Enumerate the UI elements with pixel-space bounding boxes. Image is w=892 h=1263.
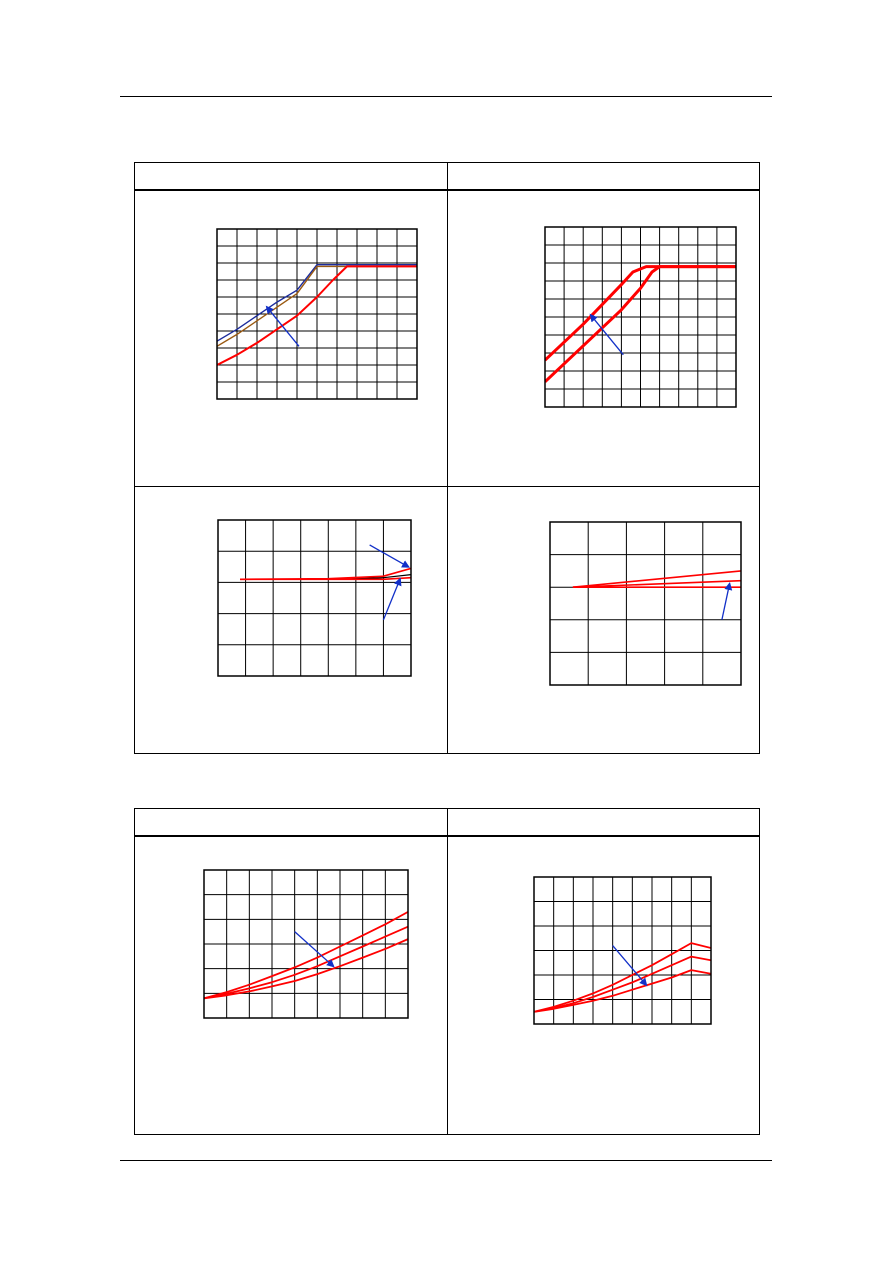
chart-4-series-1 bbox=[572, 570, 741, 588]
chart-6 bbox=[533, 876, 712, 1025]
chart-2-arrow-1 bbox=[589, 313, 624, 356]
table-2-header-divider bbox=[135, 835, 759, 837]
header-rule bbox=[120, 96, 772, 97]
chart-5-series-2 bbox=[204, 925, 408, 1000]
table-1-row-divider bbox=[135, 486, 759, 487]
figure-table-1 bbox=[134, 162, 760, 754]
chart-5-arrow-1 bbox=[294, 931, 335, 968]
figure-table-2 bbox=[134, 808, 760, 1135]
chart-6-series-2 bbox=[534, 955, 711, 1013]
chart-1-arrow-1 bbox=[265, 305, 300, 347]
chart-6-plot-frame bbox=[533, 876, 712, 1025]
chart-5 bbox=[203, 869, 409, 1019]
chart-6-arrow-1 bbox=[612, 945, 648, 987]
footer-rule bbox=[120, 1160, 772, 1161]
chart-3 bbox=[217, 519, 412, 677]
chart-3-plot-frame bbox=[217, 519, 412, 677]
chart-4-series-2 bbox=[572, 579, 741, 588]
table-2-column-divider bbox=[447, 809, 448, 1134]
chart-2 bbox=[544, 226, 737, 408]
chart-1 bbox=[216, 228, 418, 400]
chart-5-series-3 bbox=[204, 938, 408, 1000]
chart-2-series-2 bbox=[545, 265, 736, 383]
chart-3-arrow-2 bbox=[382, 577, 402, 621]
chart-5-plot-frame bbox=[203, 869, 409, 1019]
chart-1-series-3 bbox=[217, 265, 417, 366]
chart-2-series-1 bbox=[545, 265, 736, 362]
chart-4-arrow-1 bbox=[721, 581, 733, 620]
chart-1-series-1 bbox=[217, 264, 417, 342]
chart-5-series-1 bbox=[204, 911, 408, 1000]
chart-6-series-1 bbox=[534, 942, 711, 1013]
chart-3-arrow-1 bbox=[369, 544, 410, 568]
table-1-header-divider bbox=[135, 189, 759, 191]
chart-4-plot-frame bbox=[549, 521, 742, 686]
chart-4 bbox=[549, 521, 742, 686]
table-1-column-divider bbox=[447, 163, 448, 753]
chart-2-plot-frame bbox=[544, 226, 737, 408]
chart-1-series-2 bbox=[217, 265, 417, 347]
chart-1-plot-frame bbox=[216, 228, 418, 400]
chart-6-series-3 bbox=[534, 969, 711, 1013]
